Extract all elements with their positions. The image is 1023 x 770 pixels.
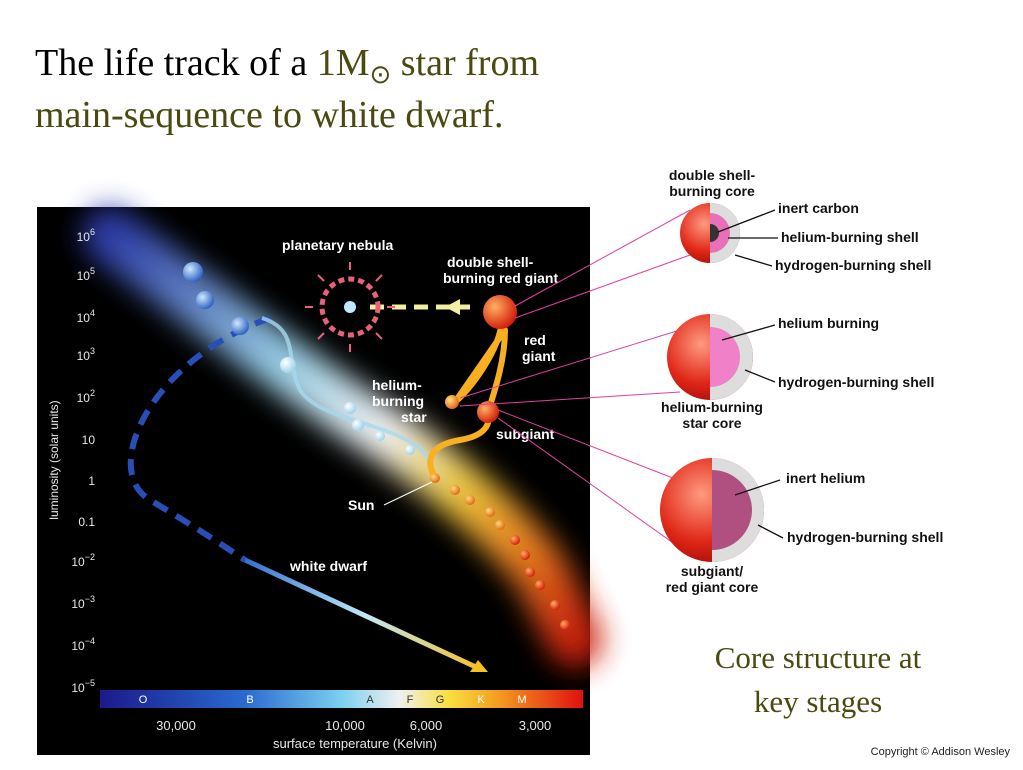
core-part: helium-burning shell bbox=[781, 229, 919, 245]
y-tick-label: 102 bbox=[77, 388, 95, 405]
core-part: hydrogen-burning shell bbox=[775, 257, 931, 273]
diagram-background bbox=[37, 207, 590, 755]
text: −2 bbox=[85, 552, 95, 562]
label: white dwarf bbox=[289, 558, 367, 574]
text: −3 bbox=[85, 594, 95, 604]
y-tick-label: 1 bbox=[88, 474, 95, 488]
title-text: ⊙ bbox=[369, 60, 391, 89]
title-text: 1M bbox=[317, 42, 370, 84]
text: 10 bbox=[77, 269, 91, 283]
x-tick-label: 10,000 bbox=[325, 718, 365, 733]
core-spheres bbox=[660, 203, 764, 562]
text: 10 bbox=[71, 681, 85, 695]
arrow-head bbox=[470, 660, 488, 672]
label: Sun bbox=[348, 497, 374, 513]
core-title: double shell- bbox=[669, 167, 756, 183]
x-tick-label: 3,000 bbox=[519, 718, 552, 733]
text: 10 bbox=[77, 311, 91, 325]
title-line-1: The life track of a 1M⊙ star from bbox=[35, 42, 539, 89]
x-tick-label: 6,000 bbox=[410, 718, 443, 733]
spectral-bar bbox=[100, 690, 583, 708]
title-text: star from bbox=[391, 42, 539, 84]
x-ticks: 30,000 10,000 6,000 3,000 surface temper… bbox=[156, 718, 551, 751]
diagram-labels: planetary nebula double shell- burning r… bbox=[282, 237, 558, 574]
title-text: The life track of a bbox=[35, 42, 317, 84]
copyright: Copyright © Addison Wesley bbox=[871, 746, 1011, 758]
spectral-classes: O B A F G K M bbox=[139, 694, 527, 706]
text: 10 bbox=[71, 555, 85, 569]
text: 4 bbox=[90, 308, 95, 318]
y-axis-label: luminosity (solar units) bbox=[47, 400, 61, 519]
white-dwarf-track bbox=[243, 557, 480, 671]
core-part: hydrogen-burning shell bbox=[787, 529, 943, 545]
label: planetary nebula bbox=[282, 237, 393, 253]
y-tick-label: 10−2 bbox=[71, 552, 95, 569]
label: helium- bbox=[372, 377, 422, 393]
main-sequence-stars bbox=[183, 262, 570, 630]
spectral-class: O bbox=[139, 694, 148, 706]
text: 6 bbox=[90, 227, 95, 237]
label: subgiant bbox=[496, 426, 555, 442]
core-title: star core bbox=[682, 415, 741, 431]
label: red bbox=[524, 332, 546, 348]
text: 10 bbox=[71, 639, 85, 653]
core-leaders bbox=[717, 209, 784, 539]
y-tick-label: 10−5 bbox=[71, 678, 95, 695]
caption: key stages bbox=[754, 684, 882, 719]
x-axis-label: surface temperature (Kelvin) bbox=[273, 736, 437, 751]
y-tick-label: 10−3 bbox=[71, 594, 95, 611]
label: giant bbox=[522, 348, 556, 364]
core-part: hydrogen-burning shell bbox=[778, 374, 934, 390]
connectors bbox=[459, 209, 691, 556]
label: burning red giant bbox=[443, 270, 558, 286]
arrow-head bbox=[445, 299, 460, 315]
label: double shell- bbox=[447, 254, 534, 270]
text: 10 bbox=[71, 597, 85, 611]
spectral-class: F bbox=[407, 694, 414, 706]
text: 2 bbox=[90, 388, 95, 398]
text: −4 bbox=[85, 636, 95, 646]
title-line-2: main-sequence to white dwarf. bbox=[35, 94, 504, 136]
core-title: subgiant/ bbox=[681, 563, 743, 579]
text: −5 bbox=[85, 678, 95, 688]
core-labels: double shell- burning core inert carbon … bbox=[661, 167, 943, 595]
text: 10 bbox=[77, 391, 91, 405]
text: 3 bbox=[90, 346, 95, 356]
y-tick-label: 106 bbox=[77, 227, 95, 244]
x-tick-label: 30,000 bbox=[156, 718, 196, 733]
label: burning bbox=[372, 393, 424, 409]
core-title: red giant core bbox=[666, 579, 759, 595]
spectral-class: G bbox=[436, 694, 445, 706]
text: 10 bbox=[77, 349, 91, 363]
text: 5 bbox=[90, 266, 95, 276]
text: 10 bbox=[77, 230, 91, 244]
core-title: burning core bbox=[669, 183, 755, 199]
planetary-nebula bbox=[305, 262, 395, 352]
core-part: inert helium bbox=[786, 470, 865, 486]
dashed-track bbox=[127, 315, 271, 563]
spectral-class: B bbox=[246, 694, 253, 706]
caption: Core structure at bbox=[715, 640, 922, 675]
y-ticks: 106 105 104 103 102 10 1 0.1 10−2 10−3 1… bbox=[71, 227, 95, 695]
core-title: helium-burning bbox=[661, 399, 763, 415]
label: star bbox=[401, 409, 427, 425]
spectral-class: K bbox=[477, 694, 485, 706]
spectral-class: A bbox=[366, 694, 374, 706]
y-tick-label: 105 bbox=[77, 266, 95, 283]
y-tick-label: 10 bbox=[82, 433, 96, 447]
core-part: helium burning bbox=[778, 315, 879, 331]
core-part: inert carbon bbox=[778, 200, 859, 216]
y-tick-label: 103 bbox=[77, 346, 95, 363]
y-tick-label: 0.1 bbox=[78, 515, 95, 529]
y-tick-label: 104 bbox=[77, 308, 95, 325]
y-tick-label: 10−4 bbox=[71, 636, 95, 653]
spectral-class: M bbox=[517, 694, 526, 706]
post-agb-track bbox=[261, 316, 437, 479]
